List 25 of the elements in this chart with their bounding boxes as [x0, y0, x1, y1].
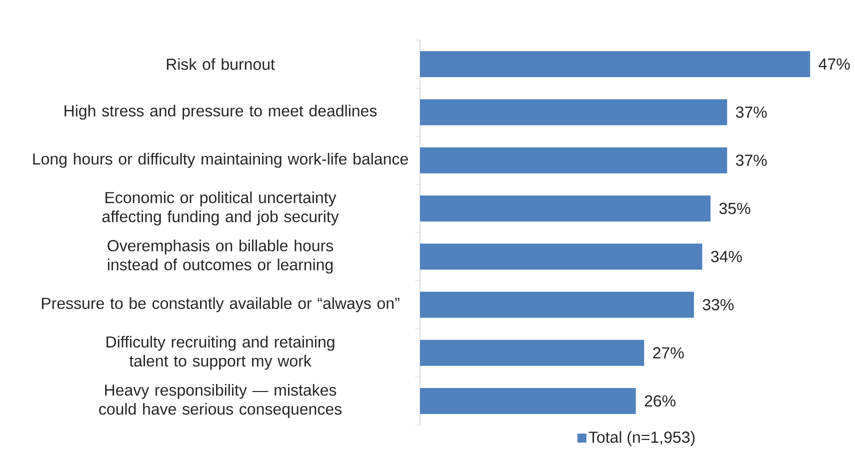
data-label: 37% [736, 154, 767, 166]
data-label: 26% [644, 395, 676, 407]
bar [420, 388, 636, 414]
y-tick-label: Risk of burnout [166, 58, 275, 70]
data-label: 27% [653, 347, 684, 358]
data-label: 37% [736, 106, 767, 118]
bar [420, 51, 810, 78]
data-label: 35% [719, 202, 750, 214]
y-tick-label: Heavy responsibility — mistakes could have serious consequences [99, 384, 342, 418]
bar [420, 99, 728, 126]
bar [420, 195, 711, 222]
data-label: 34% [711, 250, 742, 262]
y-tick-label: High stress and pressure to meet deadlines [64, 104, 377, 120]
bar [420, 147, 728, 174]
y-tick-label: Difficulty recruiting and retaining talent to support my work [106, 336, 334, 370]
bar [420, 244, 702, 270]
y-tick-label: Long hours or difficulty maintaining work-life balance [33, 152, 408, 168]
bar [420, 340, 644, 366]
y-tick-label: Pressure to be constantly available or “always on” [42, 297, 400, 312]
data-label: 47% [818, 58, 850, 70]
data-label: 33% [702, 299, 734, 310]
bar [420, 292, 694, 318]
legend-label: Total (n=1,953) [588, 431, 695, 446]
y-tick-label: Economic or political uncertainty affecting funding and job security [102, 191, 339, 226]
y-tick-label: Overemphasis on billable hours instead of outcomes or learning [108, 240, 334, 274]
